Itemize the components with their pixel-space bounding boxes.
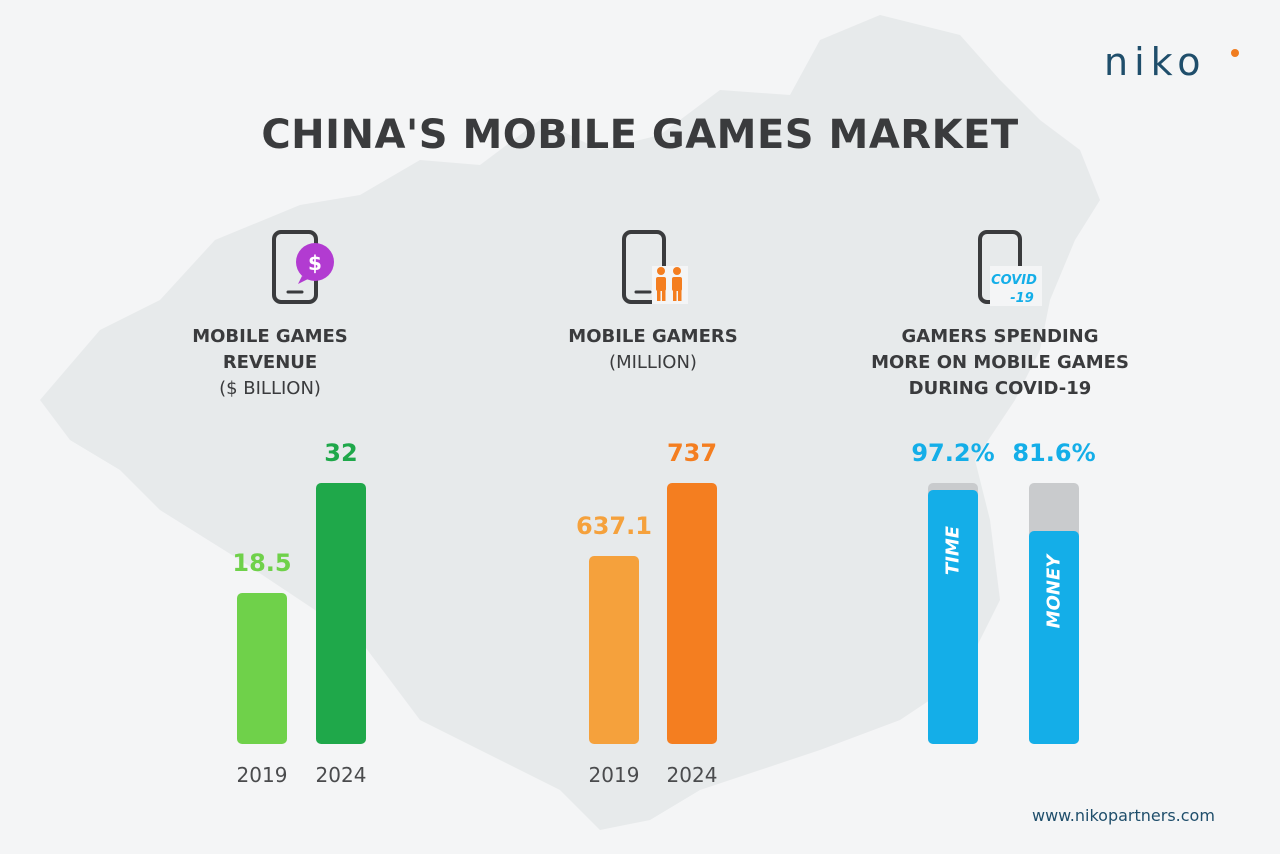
bar-gamers-2024 [667, 483, 717, 744]
bar-label-time: TIME [942, 526, 964, 576]
bar-covid-money [1029, 531, 1079, 744]
revenue-heading-line1: MOBILE GAMES REVENUE [192, 326, 348, 373]
value-label-covid-time: 97.2% [911, 439, 995, 467]
bar-covid-time [928, 490, 978, 744]
year-label-gamers-2019: 2019 [588, 763, 640, 787]
value-label-gamers-2024: 737 [666, 439, 718, 467]
gamers-heading-line2: (MILLION) [609, 352, 697, 373]
covid-heading-line2: MORE ON MOBILE GAMES [871, 352, 1129, 373]
gamers-heading: MOBILE GAMERS (MILLION) [533, 324, 773, 376]
value-label-revenue-2019: 18.5 [232, 549, 292, 578]
phone-people-icon [622, 230, 688, 304]
website-url: www.nikopartners.com [1032, 806, 1215, 825]
revenue-heading-line2: ($ BILLION) [219, 378, 321, 399]
value-label-covid-money: 81.6% [1012, 439, 1096, 467]
gamers-heading-line1: MOBILE GAMERS [568, 326, 738, 347]
bar-gamers-2019 [589, 556, 639, 744]
bar-label-money: MONEY [1043, 554, 1065, 629]
phone-covid-icon: COVID -19 [978, 230, 1042, 306]
year-label-revenue-2019: 2019 [236, 763, 288, 787]
page-title: CHINA'S MOBILE GAMES MARKET [261, 112, 1019, 158]
covid-heading-line3: DURING COVID-19 [908, 378, 1092, 399]
bar-revenue-2024 [316, 483, 366, 744]
revenue-heading: MOBILE GAMES REVENUE ($ BILLION) [150, 324, 390, 402]
covid-heading-line1: GAMERS SPENDING [901, 326, 1099, 347]
year-label-revenue-2024: 2024 [315, 763, 367, 787]
value-label-gamers-2019: 637.1 [576, 512, 652, 541]
covid-heading: GAMERS SPENDING MORE ON MOBILE GAMES DUR… [860, 324, 1140, 402]
value-label-revenue-2024: 32 [324, 439, 358, 467]
niko-logo: niko [1104, 40, 1207, 84]
year-label-gamers-2024: 2024 [666, 763, 718, 787]
bar-revenue-2019 [237, 593, 287, 744]
logo-dot-icon [1231, 49, 1239, 57]
covid-text-1: COVID [991, 273, 1037, 288]
phone-dollar-icon: $ [272, 230, 334, 304]
covid-text-2: -19 [1010, 291, 1034, 306]
svg-text:$: $ [308, 251, 322, 275]
